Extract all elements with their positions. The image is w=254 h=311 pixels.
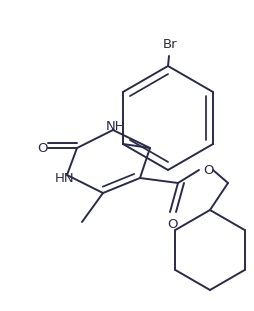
Text: Br: Br xyxy=(163,38,177,50)
Text: O: O xyxy=(168,217,178,230)
Text: HN: HN xyxy=(55,171,75,184)
Text: O: O xyxy=(38,142,48,155)
Text: O: O xyxy=(203,164,213,177)
Text: NH: NH xyxy=(106,120,126,133)
